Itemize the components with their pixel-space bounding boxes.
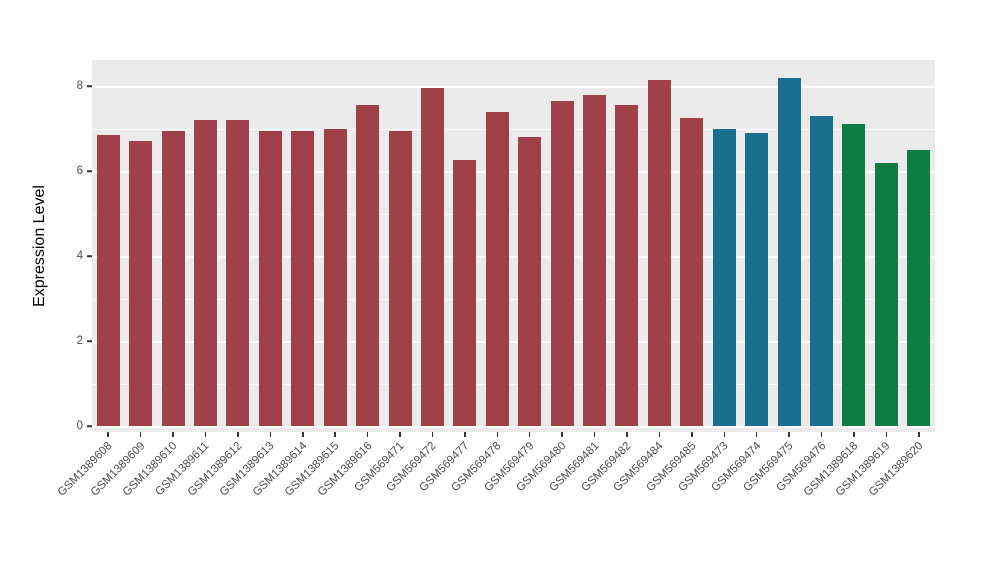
bar-GSM1389611 (193, 120, 217, 426)
bar-GSM569479 (518, 137, 542, 426)
x-tick-mark (918, 432, 920, 437)
y-tick-mark (87, 170, 92, 172)
bar-GSM1389616 (356, 105, 380, 426)
bar-GSM1389618 (842, 124, 866, 426)
x-tick-mark (172, 432, 174, 437)
gridline-major (92, 426, 935, 428)
x-tick-mark (820, 432, 823, 437)
x-tick-mark (561, 432, 563, 437)
x-tick-mark (107, 432, 109, 437)
gridline-minor (92, 128, 935, 130)
y-tick-mark (87, 425, 92, 427)
x-tick-mark (626, 432, 628, 437)
x-tick-mark (269, 432, 272, 437)
x-tick-mark (431, 432, 434, 437)
y-tick-label: 2 (76, 335, 83, 347)
x-tick-mark (658, 432, 661, 437)
y-tick-mark (87, 255, 92, 257)
x-tick-mark (399, 432, 401, 437)
bar-GSM569472 (420, 88, 444, 426)
x-tick-mark (302, 432, 304, 437)
y-axis-title: Expression Level (31, 185, 48, 307)
bar-GSM569476 (810, 115, 834, 426)
x-tick-mark (593, 432, 596, 437)
x-tick-mark (334, 432, 336, 437)
bar-GSM569473 (712, 128, 736, 426)
bar-GSM1389614 (291, 130, 315, 426)
y-tick-label: 8 (76, 80, 83, 92)
y-tick-mark (87, 340, 92, 342)
x-tick-mark (496, 432, 499, 437)
y-tick-mark (87, 85, 92, 87)
gridline-major (92, 256, 935, 258)
bar-GSM569482 (615, 105, 639, 426)
gridline-major (92, 171, 935, 173)
gridline-major (92, 86, 935, 88)
y-tick-label: 0 (76, 420, 83, 432)
bar-GSM1389615 (323, 128, 347, 426)
bar-GSM1389612 (226, 120, 250, 426)
plot-panel (92, 60, 935, 432)
bar-GSM1389619 (874, 162, 898, 426)
y-tick-label: 6 (76, 165, 83, 177)
bar-GSM569471 (388, 130, 412, 426)
y-tick-label: 4 (76, 250, 83, 262)
bar-GSM569478 (485, 111, 509, 426)
bar-GSM569475 (777, 77, 801, 426)
bar-GSM1389609 (129, 141, 153, 426)
x-tick-mark (788, 432, 790, 437)
x-tick-mark (885, 432, 888, 437)
x-tick-mark (723, 432, 725, 437)
bar-GSM569481 (583, 94, 607, 426)
gridline-minor (92, 213, 935, 215)
bar-GSM1389613 (258, 130, 282, 426)
x-tick-mark (691, 432, 693, 437)
gridline-major (92, 341, 935, 343)
bar-GSM569484 (647, 79, 671, 426)
bar-GSM1389610 (161, 130, 185, 426)
gridline-minor (92, 298, 935, 300)
x-tick-mark (366, 432, 369, 437)
bar-GSM1389608 (96, 134, 120, 426)
bar-GSM569474 (745, 132, 769, 426)
x-tick-mark (464, 432, 466, 437)
bar-GSM569485 (680, 117, 704, 426)
x-tick-mark (204, 432, 207, 437)
x-tick-mark (237, 432, 239, 437)
x-tick-mark (755, 432, 758, 437)
bar-GSM569480 (550, 100, 574, 426)
bar-GSM569477 (453, 160, 477, 426)
x-tick-mark (853, 432, 855, 437)
x-tick-mark (528, 432, 531, 437)
gridline-minor (92, 383, 935, 385)
bar-GSM1389620 (907, 149, 931, 426)
x-tick-mark (139, 432, 142, 437)
